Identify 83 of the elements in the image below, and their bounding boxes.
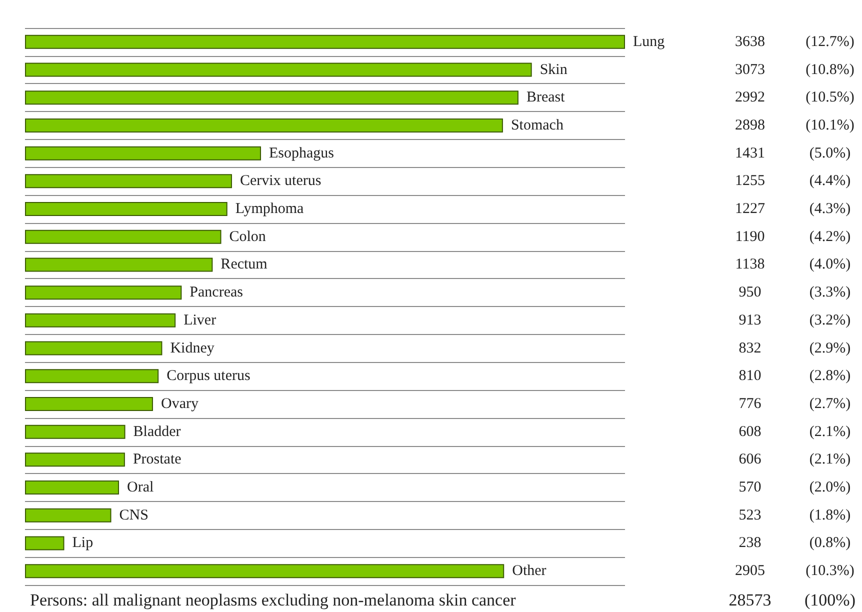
text: (10.5%): [806, 90, 854, 106]
y-tick-label: Other: [512, 563, 546, 580]
y-tick-label: Oral: [127, 480, 154, 496]
y-tick-label: Lymphoma: [235, 201, 304, 218]
data-label: 2905: [735, 563, 765, 580]
text: (12.7%): [806, 34, 854, 50]
data-label: 1190: [735, 228, 765, 245]
bar: [25, 396, 153, 411]
text: (0.8%): [809, 535, 851, 552]
data-label: 1431: [735, 145, 765, 162]
bar: [25, 341, 162, 356]
y-tick-label: Stomach: [510, 117, 564, 134]
text: (2.9%): [809, 340, 851, 356]
data-label: 3073: [735, 62, 765, 78]
text: (4.2%): [809, 228, 851, 245]
text: (2.7%): [809, 396, 851, 412]
bar: [25, 424, 126, 439]
y-tick-label: Skin: [540, 62, 568, 78]
y-tick-label: Prostate: [132, 452, 182, 468]
bar: [25, 369, 159, 384]
bar: [25, 536, 64, 550]
y-tick-label: Pancreas: [190, 284, 244, 301]
bar: [25, 480, 120, 495]
data-label: 1227: [735, 201, 766, 218]
bar: [25, 146, 262, 160]
text: (3.2%): [809, 312, 851, 328]
y-tick-label: Esophagus: [269, 145, 334, 162]
y-tick-label: Cervix uterus: [240, 173, 322, 190]
data-label: 570: [738, 480, 762, 496]
data-label: 608: [738, 424, 762, 440]
bar: [25, 286, 182, 300]
y-tick-label: Liver: [184, 312, 216, 328]
bar: [25, 564, 504, 578]
y-tick-label: Corpus uterus: [166, 368, 250, 384]
data-label: 1255: [735, 173, 765, 190]
y-tick-label: Colon: [229, 228, 266, 245]
bar: [25, 34, 625, 49]
bar: [25, 174, 232, 188]
data-label: 2898: [735, 117, 765, 134]
y-tick-label: CNS: [119, 507, 148, 524]
bar: [25, 313, 176, 328]
text: (4.4%): [809, 173, 851, 190]
y-tick-label: Lip: [72, 535, 94, 552]
data-label: 776: [738, 396, 762, 412]
data-label: 1138: [735, 256, 765, 273]
text: Persons: all malignant neoplasms excluding non-melanoma skin cancer: [30, 590, 516, 610]
bar: [25, 202, 228, 216]
y-tick-label: Kidney: [170, 340, 215, 356]
text: (2.1%): [809, 424, 851, 440]
text: (3.3%): [809, 284, 851, 301]
bar: [25, 258, 213, 272]
text: (4.3%): [809, 201, 851, 218]
data-label: 238: [738, 535, 762, 552]
bar: [25, 230, 222, 244]
text: (2.1%): [809, 452, 851, 468]
y-tick-label: Lung: [633, 34, 666, 50]
y-tick-label: Ovary: [160, 396, 199, 412]
text: 28573: [728, 590, 772, 610]
y-tick-label: Rectum: [220, 256, 268, 273]
data-label: 606: [738, 452, 762, 468]
data-label: 2992: [735, 90, 765, 106]
bar: [25, 90, 518, 105]
y-tick-label: Bladder: [133, 424, 181, 440]
text: (2.0%): [809, 480, 851, 496]
bar: [25, 508, 112, 522]
bar: [25, 452, 125, 467]
data-label: 950: [738, 284, 762, 301]
text: (5.0%): [809, 145, 851, 162]
text: (2.8%): [809, 368, 851, 384]
bar: [25, 118, 503, 132]
text: (10.8%): [806, 62, 854, 78]
data-label: 810: [738, 368, 762, 384]
text: (10.3%): [806, 563, 854, 580]
data-label: 913: [738, 312, 762, 328]
y-tick-label: Breast: [526, 90, 566, 106]
data-label: 523: [738, 507, 762, 524]
text: (1.8%): [809, 507, 851, 524]
data-label: 3638: [735, 34, 765, 50]
bar: [25, 62, 532, 77]
text: (100%): [804, 590, 856, 610]
text: (4.0%): [809, 256, 851, 273]
data-label: 832: [738, 340, 762, 356]
text: (10.1%): [806, 117, 854, 134]
